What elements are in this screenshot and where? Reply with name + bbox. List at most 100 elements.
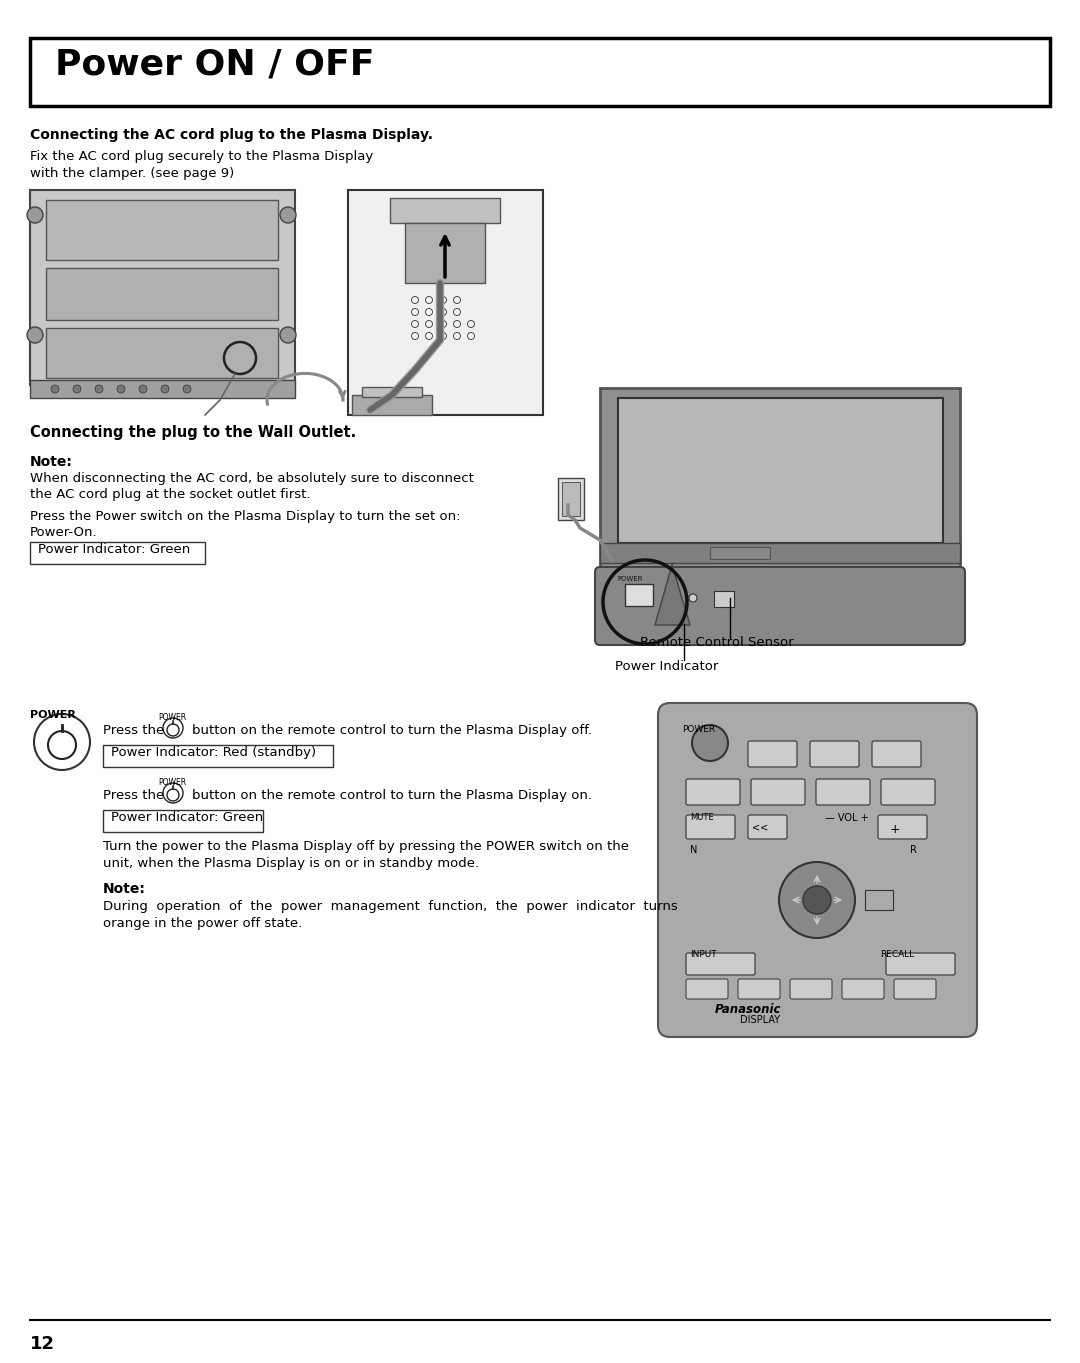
Circle shape: [73, 384, 81, 393]
Text: button on the remote control to turn the Plasma Display on.: button on the remote control to turn the…: [192, 789, 592, 801]
Text: orange in the power off state.: orange in the power off state.: [103, 917, 302, 930]
Text: Press the: Press the: [103, 724, 164, 737]
FancyBboxPatch shape: [686, 953, 755, 975]
Text: During  operation  of  the  power  management  function,  the  power  indicator : During operation of the power management…: [103, 900, 678, 913]
Circle shape: [27, 327, 43, 343]
Circle shape: [779, 861, 855, 938]
Circle shape: [161, 384, 168, 393]
FancyBboxPatch shape: [30, 189, 295, 384]
Text: Press the: Press the: [103, 789, 164, 801]
FancyBboxPatch shape: [46, 269, 278, 320]
Circle shape: [51, 384, 59, 393]
Circle shape: [27, 207, 43, 224]
FancyBboxPatch shape: [842, 979, 885, 999]
Circle shape: [804, 886, 831, 915]
Text: Press the Power switch on the Plasma Display to turn the set on:: Press the Power switch on the Plasma Dis…: [30, 510, 460, 523]
Circle shape: [692, 725, 728, 761]
FancyBboxPatch shape: [30, 542, 205, 564]
FancyBboxPatch shape: [738, 979, 780, 999]
Text: the AC cord plug at the socket outlet first.: the AC cord plug at the socket outlet fi…: [30, 488, 311, 502]
Text: Remote Control Sensor: Remote Control Sensor: [640, 637, 794, 649]
FancyBboxPatch shape: [600, 388, 960, 572]
FancyBboxPatch shape: [352, 395, 432, 414]
Text: Power Indicator: Power Indicator: [615, 660, 718, 673]
Text: When disconnecting the AC cord, be absolutely sure to disconnect: When disconnecting the AC cord, be absol…: [30, 472, 474, 485]
FancyBboxPatch shape: [103, 810, 264, 831]
FancyBboxPatch shape: [30, 38, 1050, 106]
FancyBboxPatch shape: [748, 815, 787, 840]
FancyBboxPatch shape: [748, 741, 797, 767]
FancyBboxPatch shape: [46, 328, 278, 378]
Text: POWER: POWER: [617, 577, 643, 582]
Text: Power-On.: Power-On.: [30, 526, 97, 538]
FancyBboxPatch shape: [816, 780, 870, 806]
FancyBboxPatch shape: [30, 380, 295, 398]
FancyBboxPatch shape: [103, 746, 333, 767]
FancyBboxPatch shape: [562, 483, 580, 517]
Text: INPUT: INPUT: [690, 950, 717, 960]
FancyBboxPatch shape: [348, 189, 543, 414]
FancyBboxPatch shape: [558, 478, 584, 521]
FancyBboxPatch shape: [686, 979, 728, 999]
Text: Fix the AC cord plug securely to the Plasma Display: Fix the AC cord plug securely to the Pla…: [30, 150, 374, 164]
FancyBboxPatch shape: [878, 815, 927, 840]
FancyBboxPatch shape: [751, 780, 805, 806]
Text: Panasonic: Panasonic: [715, 1003, 782, 1015]
FancyBboxPatch shape: [362, 387, 422, 397]
FancyBboxPatch shape: [865, 890, 893, 910]
FancyBboxPatch shape: [46, 200, 278, 260]
Circle shape: [33, 714, 90, 770]
Circle shape: [163, 718, 183, 737]
FancyBboxPatch shape: [714, 592, 734, 607]
Text: button on the remote control to turn the Plasma Display off.: button on the remote control to turn the…: [192, 724, 592, 737]
Text: — VOL +: — VOL +: [825, 812, 868, 823]
FancyBboxPatch shape: [686, 780, 740, 806]
Text: Note:: Note:: [30, 455, 72, 469]
FancyBboxPatch shape: [886, 953, 955, 975]
Circle shape: [280, 207, 296, 224]
Circle shape: [117, 384, 125, 393]
FancyBboxPatch shape: [625, 583, 653, 607]
Text: DISPLAY: DISPLAY: [740, 1015, 780, 1025]
FancyBboxPatch shape: [881, 780, 935, 806]
Text: MUTE: MUTE: [690, 812, 714, 822]
Text: with the clamper. (see page 9): with the clamper. (see page 9): [30, 168, 234, 180]
FancyBboxPatch shape: [405, 224, 485, 284]
FancyBboxPatch shape: [618, 398, 943, 542]
Text: POWER: POWER: [30, 710, 76, 720]
Circle shape: [183, 384, 191, 393]
Text: Turn the power to the Plasma Display off by pressing the POWER switch on the: Turn the power to the Plasma Display off…: [103, 840, 629, 853]
FancyBboxPatch shape: [710, 547, 770, 559]
FancyBboxPatch shape: [789, 979, 832, 999]
FancyBboxPatch shape: [810, 741, 859, 767]
Circle shape: [139, 384, 147, 393]
Text: +: +: [890, 823, 901, 836]
FancyBboxPatch shape: [600, 542, 960, 563]
Polygon shape: [654, 566, 690, 626]
Text: Note:: Note:: [103, 882, 146, 895]
Text: Power Indicator: Red (standby): Power Indicator: Red (standby): [111, 746, 316, 759]
Text: Power Indicator: Green: Power Indicator: Green: [38, 542, 190, 556]
Text: POWER: POWER: [158, 778, 186, 786]
Text: POWER: POWER: [158, 713, 186, 722]
Circle shape: [163, 782, 183, 803]
Text: Power ON / OFF: Power ON / OFF: [55, 48, 375, 82]
Text: unit, when the Plasma Display is on or in standby mode.: unit, when the Plasma Display is on or i…: [103, 857, 480, 870]
FancyBboxPatch shape: [872, 741, 921, 767]
FancyBboxPatch shape: [658, 703, 977, 1037]
FancyBboxPatch shape: [390, 198, 500, 224]
Circle shape: [280, 327, 296, 343]
Circle shape: [689, 594, 697, 602]
Text: Connecting the plug to the Wall Outlet.: Connecting the plug to the Wall Outlet.: [30, 425, 356, 440]
Text: RECALL: RECALL: [880, 950, 915, 960]
Text: 12: 12: [30, 1334, 55, 1353]
Text: Power Indicator: Green: Power Indicator: Green: [111, 811, 264, 825]
FancyBboxPatch shape: [686, 815, 735, 840]
Circle shape: [95, 384, 103, 393]
Text: N: N: [690, 845, 698, 855]
Text: POWER: POWER: [681, 725, 715, 735]
Text: <<: <<: [752, 823, 768, 833]
FancyBboxPatch shape: [894, 979, 936, 999]
FancyBboxPatch shape: [595, 567, 966, 645]
Text: R: R: [910, 845, 917, 855]
